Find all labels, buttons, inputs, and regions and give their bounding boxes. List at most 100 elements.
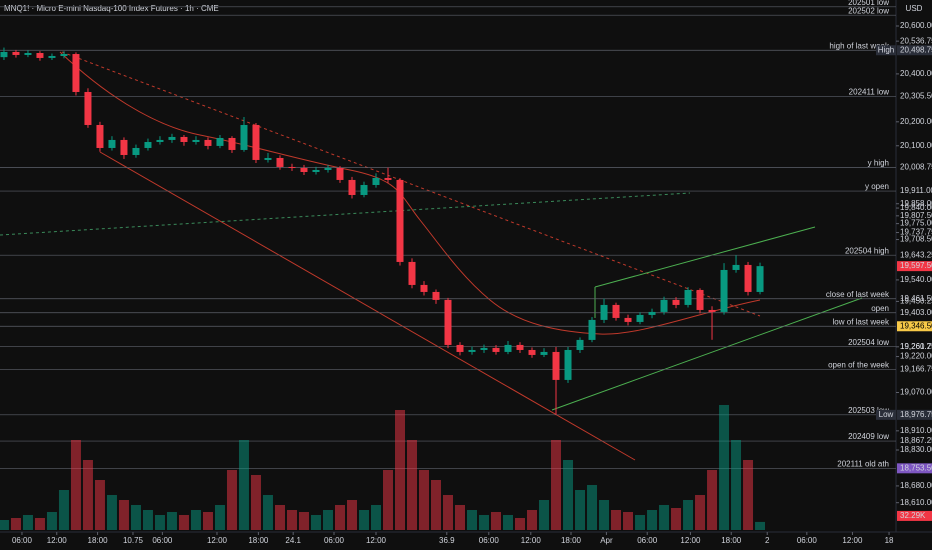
volume-bar [370,505,381,530]
y-tick-label: 19,540.00 [900,275,932,284]
trend-line [99,151,636,461]
volume-bar [731,440,742,530]
volume-bar [82,460,93,530]
x-tick-label: 06:00 [12,536,33,545]
volume-bar [274,505,285,530]
level-label: y high [868,159,889,168]
volume-bar [479,515,490,530]
x-tick-label: 12:00 [680,536,701,545]
x-tick-label: 18:00 [561,536,582,545]
candle-body [612,304,620,318]
volume-bar [599,500,610,530]
volume-bar [22,515,33,530]
x-tick-label: 24.1 [285,536,301,545]
volume-bar [635,515,646,530]
volume-bar [358,510,369,530]
y-tick-label: 19,708.50 [900,235,932,244]
candle-body [732,264,740,270]
volume-bar [130,505,141,530]
volume-bar [238,440,249,530]
candle-body [288,166,296,168]
volume-bar [647,510,658,530]
y-tick-label: 19,220.00 [900,352,932,361]
x-tick-label: 12:00 [842,536,863,545]
candle-body [384,177,392,180]
candle-body [684,289,692,305]
candle-body [540,351,548,355]
volume-bar [707,470,718,530]
candle-body [84,91,92,125]
volume-bar [443,495,453,530]
volume-bar [719,405,730,530]
candle-body [588,319,596,340]
volume-bar [491,512,502,530]
trend-line [61,51,761,317]
volume-bar [527,510,538,530]
level-label: close of last week [826,290,890,299]
price-badge-label: 20,498.75 [900,45,932,54]
volume-bar [106,495,117,530]
y-tick-label: 19,775.00 [900,219,932,228]
volume-bar [551,440,562,530]
candle-body [168,136,176,140]
price-badge-label: 19,597.50 [900,261,932,270]
candle-body [636,314,644,322]
volume-bar [0,520,9,530]
y-tick-label: 18,610.00 [900,498,932,507]
price-badge-label: 32.29K [900,511,926,520]
level-value-label: 19,461.50 [900,294,932,303]
y-tick-label: 19,737.75 [900,228,932,237]
volume-bar [70,440,81,530]
candle-body [492,347,500,352]
price-badge [897,45,932,56]
candle-body [276,157,284,167]
candle-body [720,269,728,312]
y-tick-label: 18,680.00 [900,481,932,490]
volume-bar [202,512,213,530]
level-label: high of last week [829,41,890,50]
volume-bar [671,508,682,530]
candle-body [552,351,560,380]
candle-body [180,136,188,142]
candle-body [516,344,524,350]
candle-body [156,139,164,142]
x-tick-label: 18:00 [248,536,269,545]
y-tick-label: 19,450.25 [900,297,932,306]
volume-bar [58,490,69,530]
x-tick-label: 12:00 [366,536,387,545]
drawings [0,51,863,461]
x-tick-label: 06:00 [637,536,658,545]
level-value-label: 18,753.50 [900,463,932,472]
y-tick-label: 19,070.00 [900,388,932,397]
candle-body [528,349,536,355]
volume-bar [503,515,514,530]
level-label: 202409 low [848,432,889,441]
trend-line [0,192,691,236]
price-badge [897,409,932,420]
y-tick-label: 19,858.00 [900,199,932,208]
level-label: open of the week [828,360,890,369]
x-tick-label: 06:00 [152,536,173,545]
x-tick-label: 18 [885,536,894,545]
volume-bar [322,510,333,530]
volume-bar [430,480,441,530]
volume-bar [755,521,766,530]
x-tick-label: 36.9 [439,536,455,545]
y-tick-label: 19,807.50 [900,211,932,220]
level-label: 202502 low [848,6,889,15]
candle-body [576,339,584,350]
y-tick-label: 19,840.00 [900,203,932,212]
candle-body [504,344,512,352]
level-label: 202111 old ath [837,459,889,468]
x-tick-label: 06:00 [479,536,500,545]
volume-bar [611,510,622,530]
y-tick-label: 20,400.00 [900,69,932,78]
candle-body [144,141,152,148]
volume-bar [226,470,237,530]
candle-body [660,299,668,312]
currency: USD [906,4,923,13]
y-tick-label: 18,910.00 [900,426,932,435]
volume-bar [178,515,189,530]
moving-average [59,51,761,335]
level-label: 202504 high [845,246,889,255]
